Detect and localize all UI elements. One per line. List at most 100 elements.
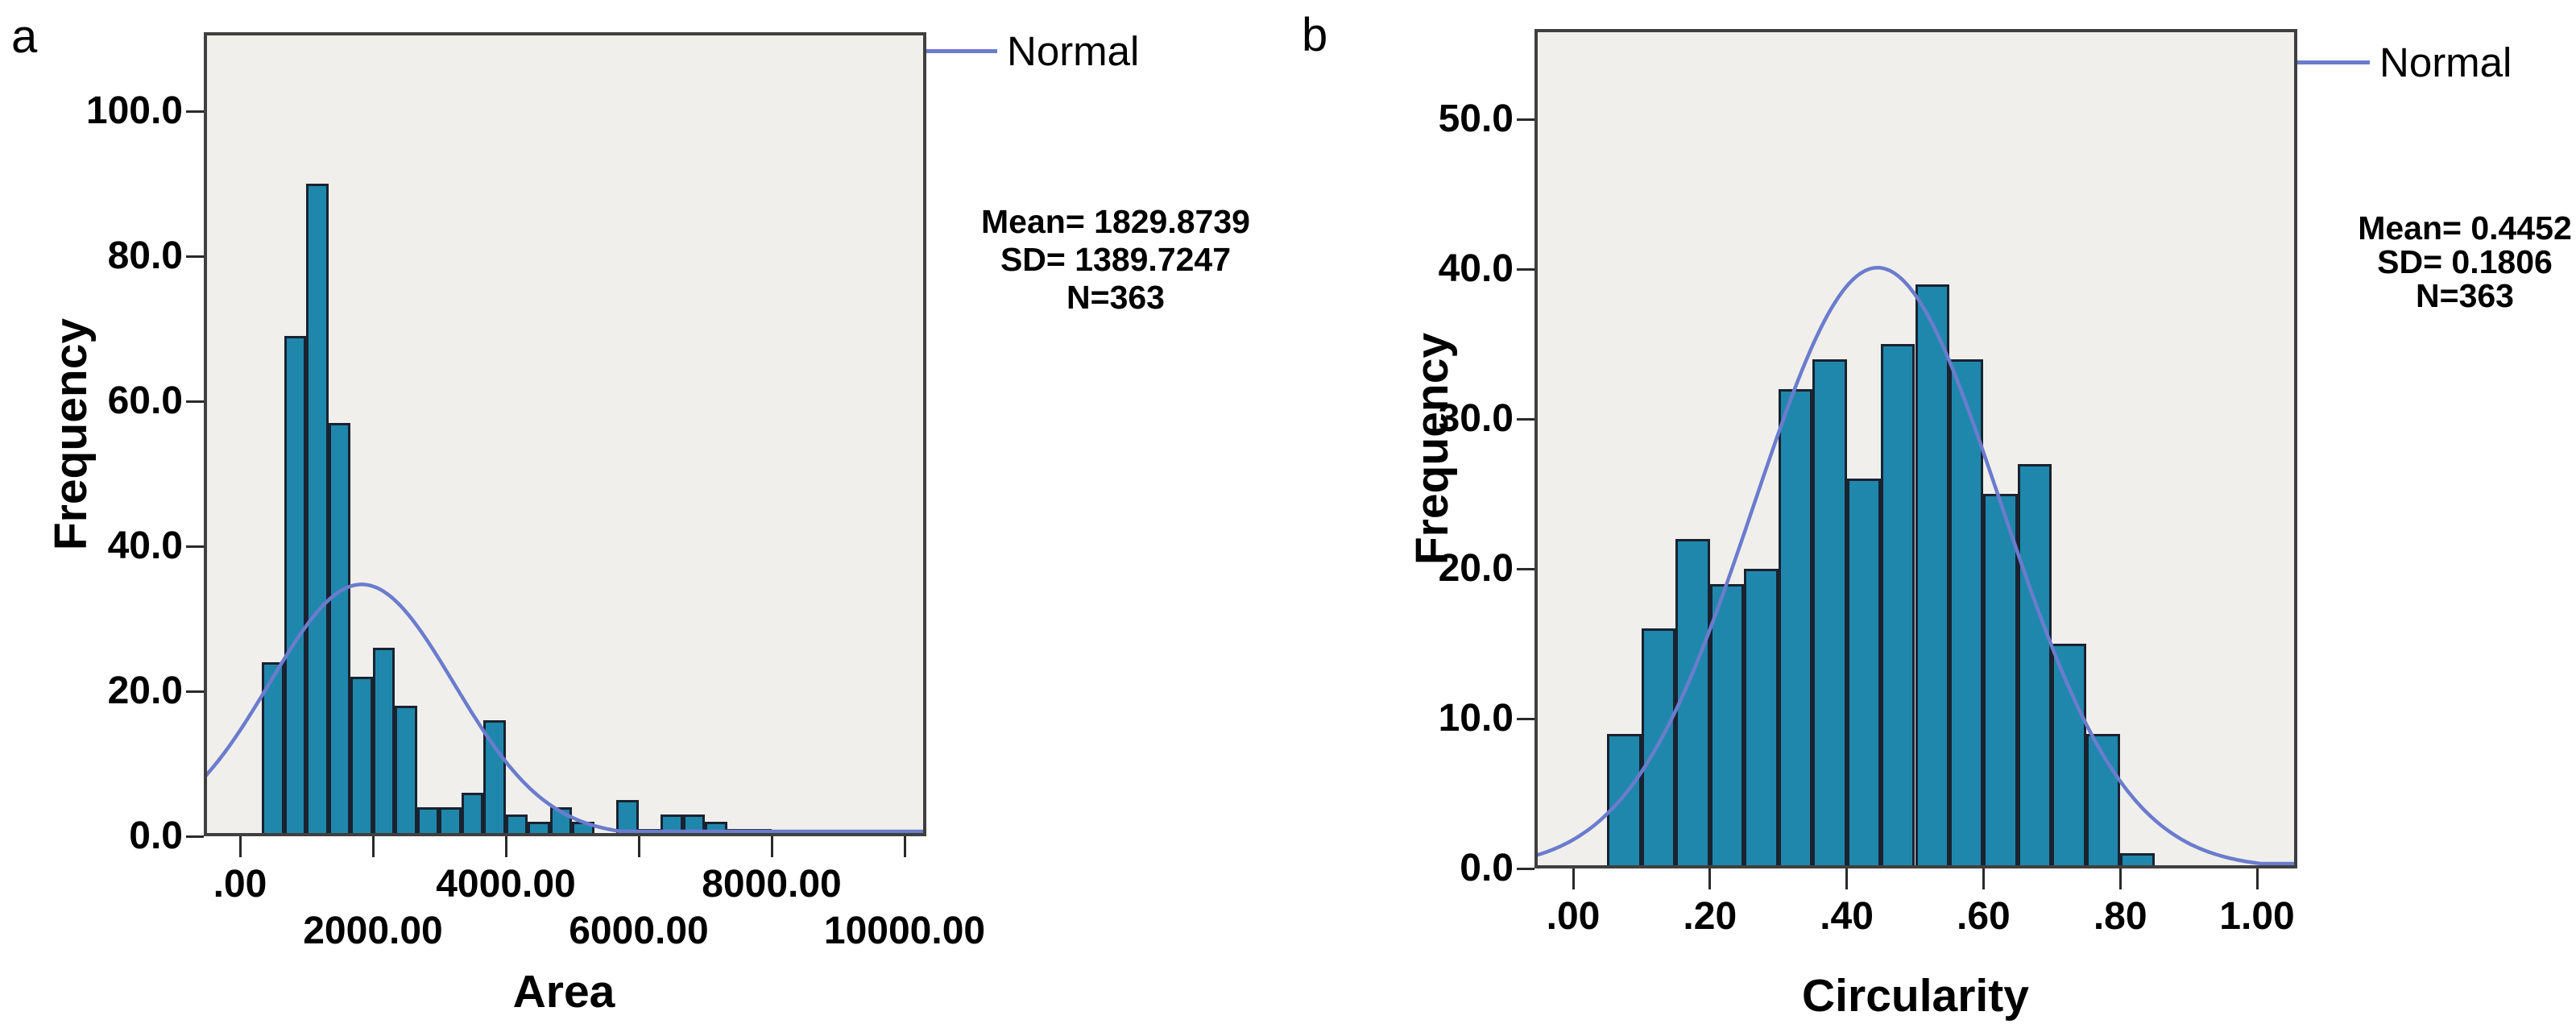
- x-axis-tick-label: .20: [1683, 895, 1737, 938]
- x-axis-tick-label: .00: [213, 863, 267, 906]
- histogram-bar: [1675, 538, 1710, 868]
- histogram-bar: [616, 800, 639, 836]
- histogram-bar: [395, 706, 417, 836]
- x-axis-tick-label: 1.00: [2219, 895, 2295, 938]
- histogram-bar: [1607, 733, 1642, 868]
- y-axis-tick-label: 100.0: [85, 89, 183, 132]
- y-axis-tick-label: 40.0: [1438, 247, 1514, 290]
- panel-a-stats: Mean= 1829.8739 SD= 1389.7247 N=363: [926, 203, 1305, 317]
- histogram-bar: [705, 822, 727, 836]
- x-axis-tick-label: .00: [1546, 895, 1601, 938]
- histogram-bar: [1812, 359, 1847, 868]
- histogram-bar: [1881, 344, 1915, 868]
- histogram-bar: [416, 807, 440, 836]
- histogram-bar: [350, 677, 373, 836]
- y-axis-tick: [1517, 267, 1534, 271]
- panel-b-stat-sd: SD= 0.1806: [2377, 243, 2553, 280]
- x-axis-tick: [238, 836, 242, 857]
- histogram-bar: [1949, 359, 1984, 868]
- panel-a-y-axis-title: Frequency: [45, 317, 97, 551]
- histogram-bar: [1778, 388, 1813, 868]
- panel-b-letter: b: [1302, 9, 1328, 61]
- x-axis-tick-label: 10000.00: [823, 910, 986, 952]
- panel-b-x-axis-title: Circularity: [1802, 970, 2029, 1022]
- x-axis-tick: [903, 836, 906, 857]
- x-axis-tick-label: 6000.00: [569, 910, 709, 952]
- normal-curve: [1534, 266, 2296, 866]
- x-axis-tick: [504, 836, 507, 857]
- y-axis-tick: [1517, 867, 1534, 870]
- histogram-bar: [727, 829, 750, 836]
- panel-a-stat-sd: SD= 1389.7247: [1000, 241, 1232, 278]
- histogram-bar: [1983, 494, 2018, 868]
- panel-a-plot-area: [204, 32, 926, 836]
- histogram-bar: [505, 815, 528, 836]
- panel-b-y-axis-title: Frequency: [1406, 332, 1458, 566]
- histogram-bar: [572, 822, 594, 836]
- histogram-bar: [262, 662, 284, 836]
- panel-a-letter: a: [11, 10, 38, 63]
- x-axis-tick-label: 8000.00: [702, 863, 842, 906]
- x-axis-tick-label: 4000.00: [436, 863, 576, 906]
- panel-a-stat-n: N=363: [1066, 279, 1165, 316]
- y-axis-tick: [1517, 118, 1534, 121]
- x-axis-tick: [371, 836, 375, 857]
- histogram-bar: [328, 423, 351, 836]
- panel-b-plot-frame: [1534, 29, 2297, 868]
- histogram-bar: [1641, 628, 1676, 868]
- histogram-bar: [528, 822, 550, 836]
- y-axis-tick: [186, 110, 204, 113]
- y-axis-tick: [186, 545, 204, 548]
- histogram-bar: [1744, 569, 1779, 868]
- x-axis-tick-label: .40: [1820, 895, 1874, 938]
- panel-a-x-axis-title: Area: [512, 966, 615, 1018]
- y-axis-tick-label: 50.0: [1438, 97, 1514, 140]
- histogram-bar: [661, 815, 683, 836]
- normal-curve: [204, 582, 926, 834]
- panel-b-legend-label: Normal: [2379, 39, 2512, 85]
- normal-curve-legend-line-icon: [2296, 60, 2370, 64]
- histogram-bar: [439, 807, 462, 836]
- y-axis-tick-label: 20.0: [107, 669, 183, 712]
- panel-a-stat-mean: Mean= 1829.8739: [981, 203, 1250, 240]
- panel-b-legend: Normal: [2296, 39, 2512, 86]
- y-axis-tick-label: 0.0: [1460, 847, 1514, 889]
- y-axis-tick: [1517, 567, 1534, 570]
- x-axis-tick: [637, 836, 640, 857]
- y-axis-tick: [1517, 417, 1534, 421]
- histogram-bar: [549, 807, 573, 836]
- y-axis-tick-label: 20.0: [1438, 547, 1514, 590]
- x-axis-tick: [1982, 868, 1985, 889]
- x-axis-tick-label: .80: [2093, 895, 2147, 938]
- y-axis-tick: [186, 400, 204, 403]
- x-axis-tick-label: 2000.00: [303, 910, 443, 952]
- x-axis-tick: [1572, 868, 1575, 889]
- histogram-bar: [2017, 463, 2052, 868]
- x-axis-tick: [770, 836, 773, 857]
- histogram-bar: [2052, 644, 2086, 868]
- histogram-bar: [1846, 479, 1882, 868]
- panel-a-plot-frame: [204, 32, 926, 836]
- y-axis-tick-label: 60.0: [107, 379, 183, 422]
- normal-curve-legend-line-icon: [923, 49, 997, 53]
- histogram-bar: [461, 793, 484, 836]
- histogram-bar: [682, 815, 706, 836]
- y-axis-tick: [1517, 717, 1534, 720]
- y-axis-tick: [186, 835, 204, 838]
- histogram-bar: [2085, 733, 2121, 868]
- x-axis-tick-label: .60: [1957, 895, 2011, 938]
- x-axis-tick: [2118, 868, 2122, 889]
- panel-b-stat-mean: Mean= 0.4452: [2358, 209, 2572, 247]
- y-axis-tick: [186, 255, 204, 258]
- y-axis-tick: [186, 690, 204, 693]
- x-axis-tick: [1845, 868, 1849, 889]
- histogram-bar: [1915, 284, 1949, 868]
- histogram-bar: [749, 829, 772, 836]
- y-axis-tick-label: 10.0: [1438, 697, 1514, 740]
- histogram-bar: [1709, 583, 1745, 868]
- panel-a-legend: Normal: [923, 27, 1139, 75]
- histogram-bar: [284, 336, 307, 836]
- histogram-bar: [483, 720, 506, 836]
